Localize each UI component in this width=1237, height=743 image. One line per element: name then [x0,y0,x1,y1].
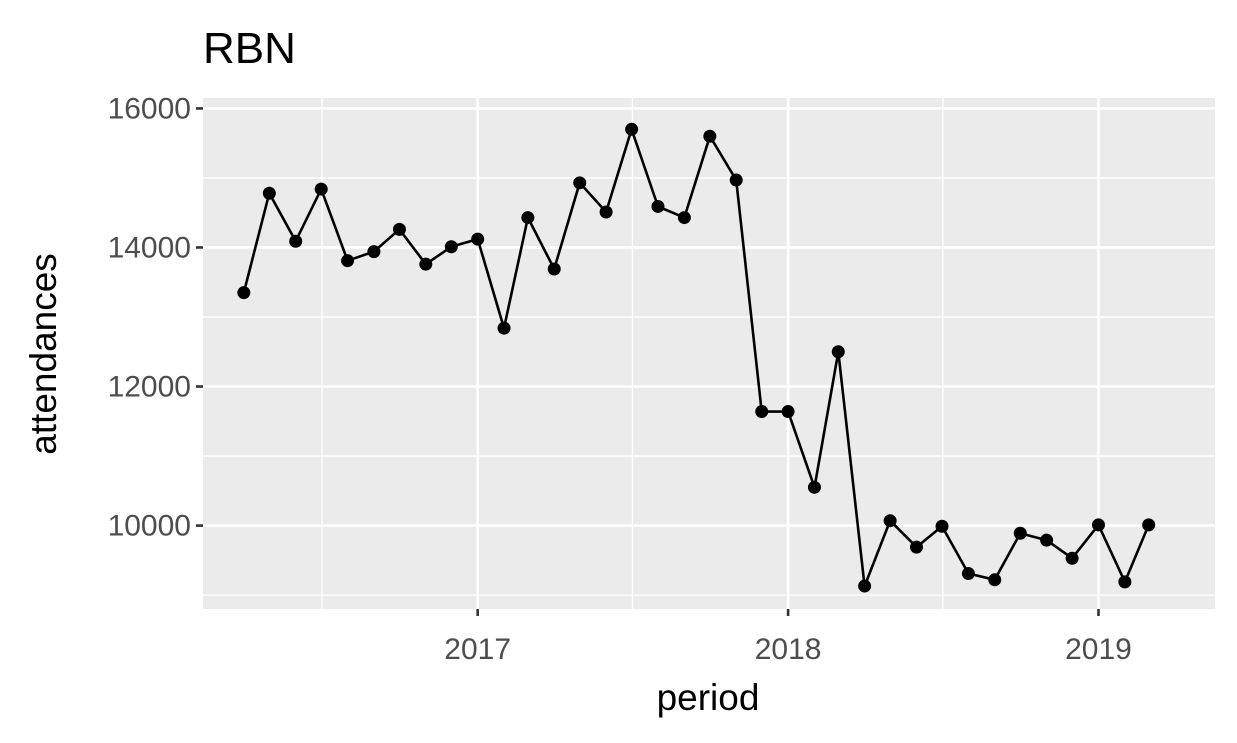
y-tick-label: 10000 [108,510,191,543]
data-point [289,234,303,248]
minor-gridlines [203,98,1215,609]
y-axis: 10000 12000 14000 16000 [108,92,203,543]
data-point [729,173,743,187]
data-point [651,199,665,213]
data-point [781,405,795,419]
data-point [988,573,1002,587]
y-axis-title: attendances [23,253,64,455]
chart-title: RBN [203,24,296,73]
data-point [314,182,328,196]
x-tick-label: 2019 [1065,633,1132,666]
data-point [599,205,613,219]
data-point [1118,575,1132,589]
data-point [573,176,587,190]
data-point [1142,518,1156,532]
data-point [471,232,485,246]
plot-panel [203,98,1215,609]
x-axis-title: period [657,677,760,718]
x-tick-label: 2017 [444,633,511,666]
data-point [858,579,872,593]
data-point [1013,526,1027,540]
data-point [677,211,691,225]
data-point [935,519,949,533]
data-point [1065,551,1079,565]
data-point [910,540,924,554]
data-point [831,345,845,359]
data-point [703,129,717,143]
data-point [755,405,769,419]
data-point [961,567,975,581]
y-tick-label: 14000 [108,231,191,264]
data-point [262,186,276,200]
data-point [237,286,251,300]
data-point [367,245,381,259]
data-point [807,480,821,494]
y-tick-label: 16000 [108,92,191,125]
data-point [883,514,897,528]
x-tick-label: 2018 [755,633,822,666]
x-axis: 2017 2018 2019 [444,609,1132,666]
data-point [547,262,561,276]
data-point [497,321,511,335]
series-points-group [237,122,1156,593]
data-point [419,257,433,271]
data-point [1091,518,1105,532]
data-point [392,222,406,236]
data-point [341,254,355,268]
data-point [1040,533,1054,547]
data-point [521,211,535,225]
data-point [625,122,639,136]
data-point [444,240,458,254]
y-tick-label: 12000 [108,371,191,404]
